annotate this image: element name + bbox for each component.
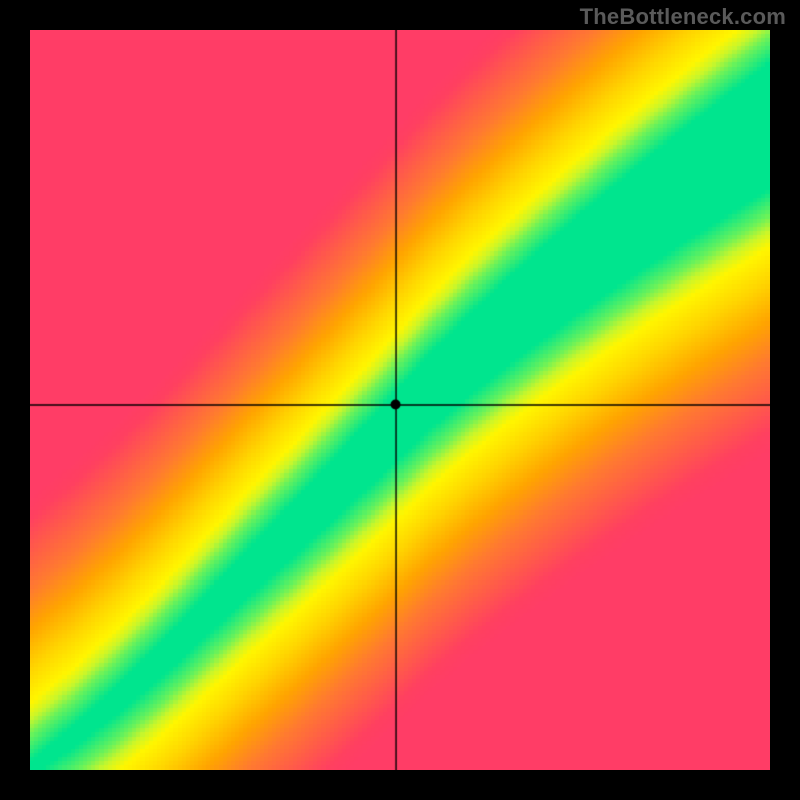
bottleneck-heatmap bbox=[30, 30, 770, 770]
watermark: TheBottleneck.com bbox=[580, 4, 786, 30]
chart-wrapper: TheBottleneck.com bbox=[0, 0, 800, 800]
